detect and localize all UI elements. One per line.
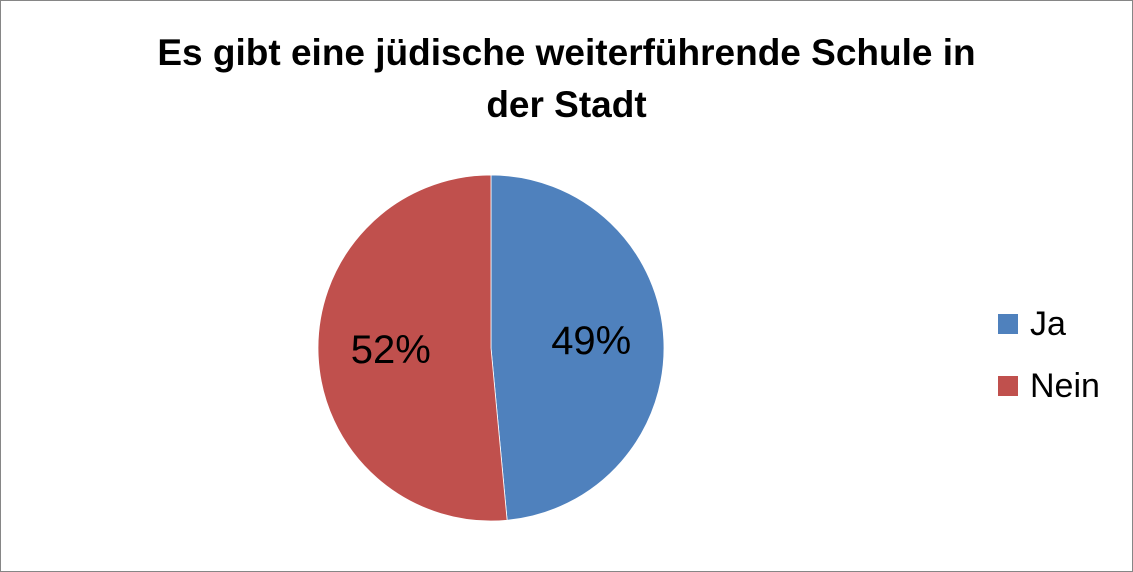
pie-slices xyxy=(317,174,665,522)
legend: Ja Nein xyxy=(998,293,1100,417)
chart-title: Es gibt eine jüdische weiterführende Sch… xyxy=(1,27,1132,131)
pie-slice-labels: 49% 52% xyxy=(351,319,632,372)
legend-label-ja: Ja xyxy=(1030,305,1066,343)
legend-item-nein: Nein xyxy=(998,355,1100,417)
legend-item-ja: Ja xyxy=(998,293,1100,355)
pie-slice-nein xyxy=(317,174,508,522)
legend-swatch-nein xyxy=(998,376,1018,396)
chart-title-line-2: der Stadt xyxy=(486,84,647,125)
data-label-ja: 49% xyxy=(551,319,631,363)
chart-title-line-1: Es gibt eine jüdische weiterführende Sch… xyxy=(157,32,976,73)
legend-label-nein: Nein xyxy=(1030,367,1100,405)
legend-swatch-ja xyxy=(998,314,1018,334)
pie-slice-ja xyxy=(490,174,665,521)
data-label-nein: 52% xyxy=(351,328,431,372)
